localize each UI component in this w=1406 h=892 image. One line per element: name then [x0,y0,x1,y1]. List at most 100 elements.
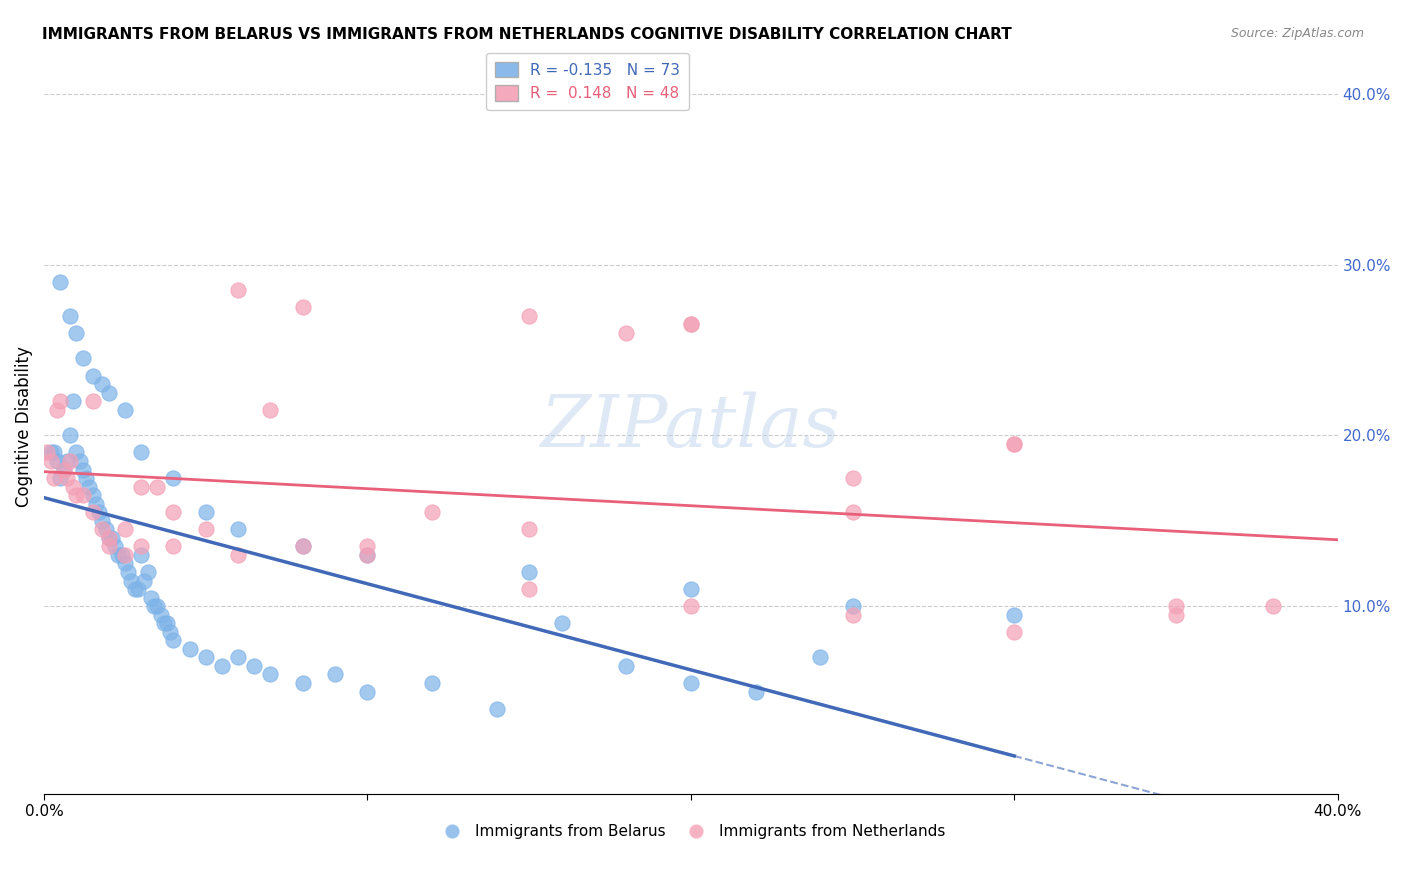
Text: IMMIGRANTS FROM BELARUS VS IMMIGRANTS FROM NETHERLANDS COGNITIVE DISABILITY CORR: IMMIGRANTS FROM BELARUS VS IMMIGRANTS FR… [42,27,1012,42]
Point [226,522,249,536]
Point [162,471,184,485]
Point [1002,607,1025,622]
Point [82,394,104,409]
Point [243,659,266,673]
Point [62,479,84,493]
Point [841,505,863,519]
Point [808,650,831,665]
Point [91,514,114,528]
Point [91,377,114,392]
Point [517,309,540,323]
Point [1164,599,1187,614]
Point [72,488,94,502]
Point [65,488,87,502]
Point [211,659,233,673]
Point [162,540,184,554]
Point [59,309,82,323]
Point [291,540,314,554]
Point [39,454,62,468]
Point [55,454,77,468]
Point [127,582,149,596]
Point [114,522,136,536]
Point [1002,437,1025,451]
Point [614,659,637,673]
Point [59,428,82,442]
Point [59,454,82,468]
Point [91,522,114,536]
Point [65,445,87,459]
Point [679,582,702,596]
Point [84,497,107,511]
Point [291,540,314,554]
Point [52,462,75,476]
Point [46,454,69,468]
Point [149,607,172,622]
Point [226,283,249,297]
Point [82,505,104,519]
Point [104,540,127,554]
Point [69,454,91,468]
Point [517,565,540,579]
Point [291,300,314,314]
Point [49,394,72,409]
Point [356,548,378,562]
Point [87,505,110,519]
Point [97,385,120,400]
Point [37,445,59,459]
Point [194,505,217,519]
Point [744,684,766,698]
Point [55,471,77,485]
Point [226,548,249,562]
Point [136,565,159,579]
Point [259,667,281,681]
Point [52,462,75,476]
Point [129,540,152,554]
Point [39,445,62,459]
Point [679,599,702,614]
Y-axis label: Cognitive Disability: Cognitive Disability [15,346,32,508]
Point [323,667,346,681]
Point [114,557,136,571]
Point [65,326,87,340]
Point [194,522,217,536]
Point [841,607,863,622]
Point [49,471,72,485]
Point [614,326,637,340]
Point [356,540,378,554]
Point [1002,437,1025,451]
Point [72,462,94,476]
Point [94,522,117,536]
Point [259,402,281,417]
Point [356,684,378,698]
Point [120,574,142,588]
Point [226,650,249,665]
Point [117,565,139,579]
Point [420,676,443,690]
Text: ZIPatlas: ZIPatlas [541,392,841,462]
Point [156,616,179,631]
Point [146,479,169,493]
Point [46,402,69,417]
Point [162,633,184,648]
Point [82,488,104,502]
Point [139,591,162,605]
Point [97,531,120,545]
Point [97,531,120,545]
Point [143,599,166,614]
Text: Source: ZipAtlas.com: Source: ZipAtlas.com [1230,27,1364,40]
Point [114,402,136,417]
Point [1002,624,1025,639]
Legend: Immigrants from Belarus, Immigrants from Netherlands: Immigrants from Belarus, Immigrants from… [430,818,952,845]
Point [179,641,201,656]
Point [517,582,540,596]
Point [82,368,104,383]
Point [146,599,169,614]
Point [679,676,702,690]
Point [107,548,129,562]
Point [162,505,184,519]
Point [134,574,156,588]
Point [291,676,314,690]
Point [1164,607,1187,622]
Point [159,624,181,639]
Point [679,318,702,332]
